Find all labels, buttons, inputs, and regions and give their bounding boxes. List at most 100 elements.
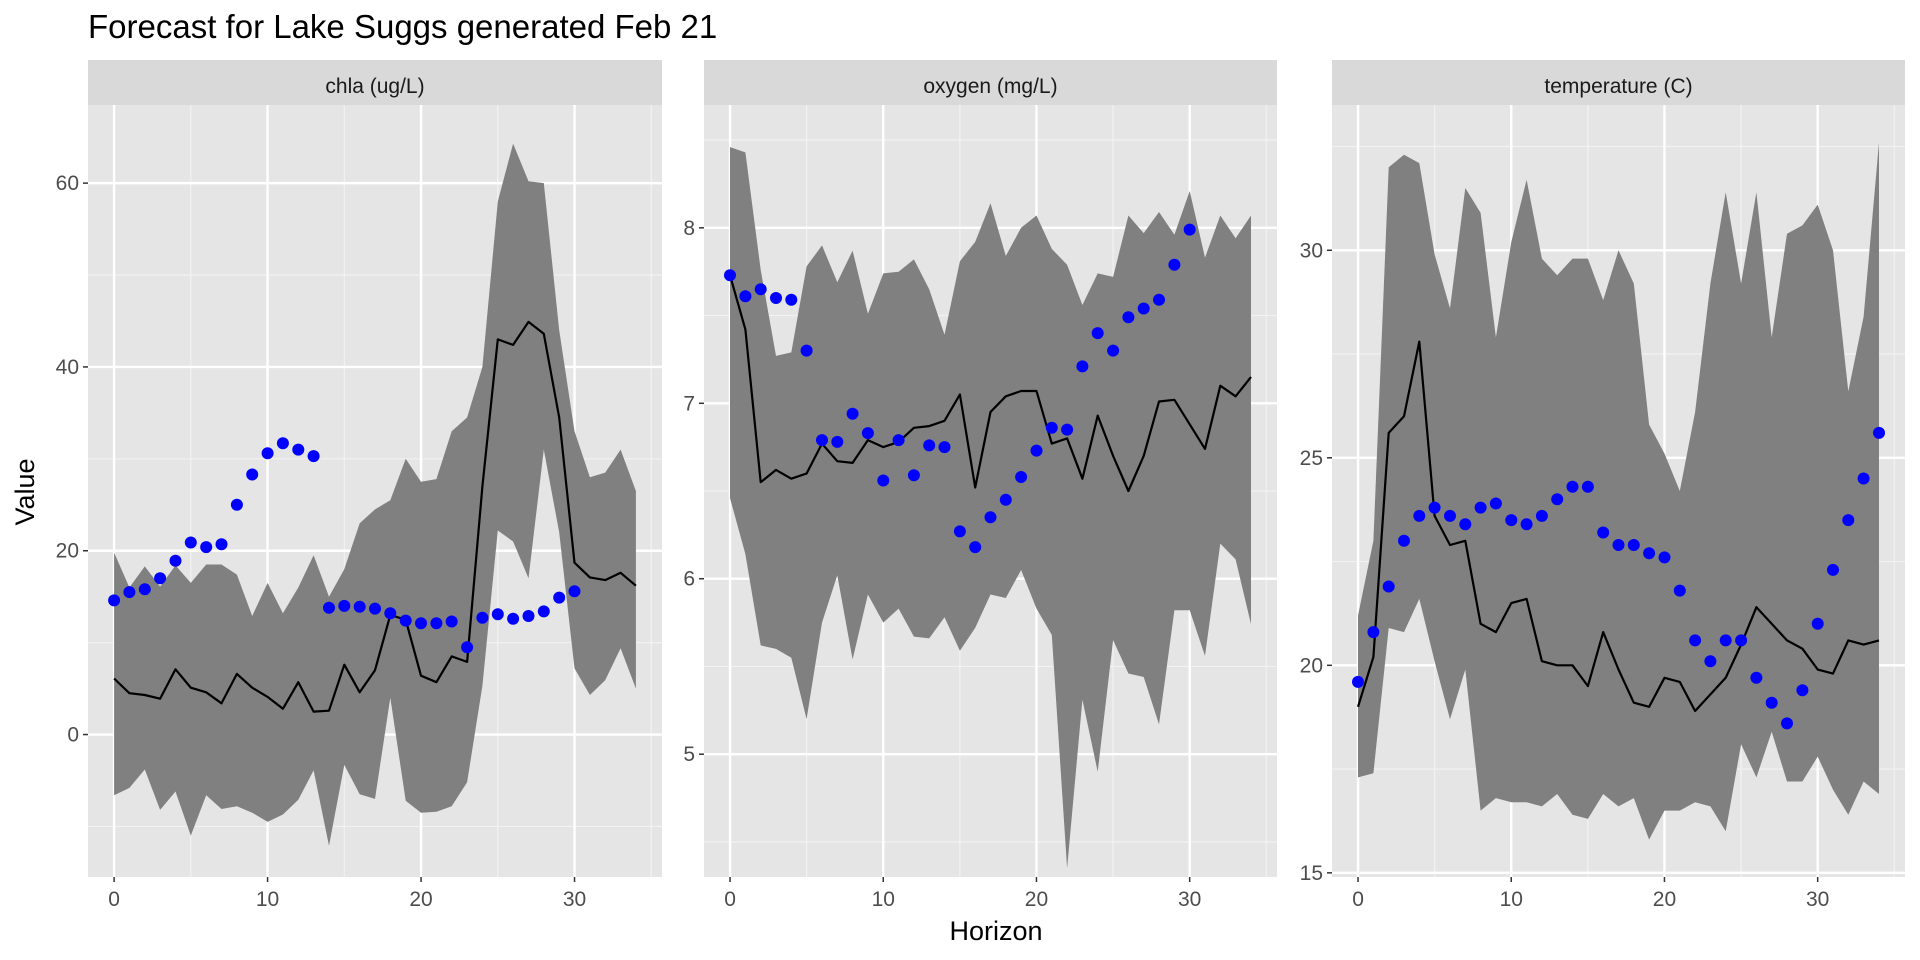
x-tick-label: 0	[108, 888, 120, 911]
y-tick-label: 8	[683, 217, 695, 240]
observed-point	[1045, 421, 1058, 434]
observed-point	[1535, 509, 1548, 522]
observed-point	[1873, 426, 1885, 439]
x-tick-label: 30	[1806, 888, 1829, 911]
observed-point	[1765, 696, 1778, 709]
observed-point	[1505, 514, 1518, 527]
facet-strip	[704, 60, 1277, 105]
observed-point	[1704, 655, 1717, 668]
uncertainty-band	[730, 147, 1251, 869]
x-tick-label: 20	[1025, 888, 1048, 911]
observed-point	[1428, 501, 1441, 514]
observed-point	[1183, 223, 1196, 236]
observed-point	[276, 437, 289, 450]
observed-point	[1597, 526, 1610, 539]
forecast-mean-line	[113, 320, 637, 713]
observed-point	[1827, 563, 1839, 576]
observed-point	[200, 541, 213, 554]
observed-point	[461, 641, 474, 654]
x-tick-label: 10	[256, 888, 279, 911]
observed-point	[831, 435, 844, 448]
observed-point	[1566, 480, 1579, 493]
observed-point	[1076, 360, 1089, 373]
observed-point	[1107, 344, 1120, 357]
observed-point	[953, 525, 966, 538]
observed-point	[491, 608, 504, 621]
observed-point	[1643, 547, 1656, 560]
observed-point	[892, 434, 905, 447]
facet-strip	[88, 60, 662, 105]
observed-point	[861, 427, 874, 440]
observed-point	[1658, 551, 1671, 564]
observed-point	[1796, 684, 1809, 697]
y-tick-label: 5	[683, 743, 695, 766]
facet-strip-label: oxygen (mg/L)	[923, 75, 1057, 98]
x-axis-title: Horizon	[949, 916, 1042, 946]
facet-strip-label: chla (ug/L)	[325, 75, 424, 98]
observed-point	[1689, 634, 1702, 647]
observed-point	[1367, 626, 1380, 639]
observed-point	[1030, 444, 1043, 457]
observed-point	[1413, 509, 1426, 522]
y-tick-label: 15	[1300, 862, 1323, 885]
observed-point	[1627, 539, 1640, 551]
observed-point	[1842, 514, 1855, 527]
observed-point	[739, 290, 752, 303]
observed-point	[1459, 518, 1472, 531]
observed-point	[923, 439, 936, 452]
observed-point	[384, 607, 397, 620]
observed-point	[938, 441, 951, 454]
observed-point	[1489, 497, 1502, 510]
observed-point	[1781, 717, 1793, 730]
observed-point	[338, 599, 351, 612]
observed-point	[1581, 480, 1594, 493]
observed-point	[1352, 675, 1364, 688]
observed-point	[770, 292, 782, 304]
observed-point	[154, 572, 167, 585]
y-tick-label: 25	[1300, 447, 1323, 470]
chart-title: Forecast for Lake Suggs generated Feb 21	[88, 8, 717, 45]
observed-point	[553, 591, 566, 604]
observed-point	[1474, 501, 1487, 514]
facet-2: oxygen (mg/L) 5 6 7 8 0 10 20 30	[683, 60, 1277, 911]
uncertainty-band	[114, 143, 636, 846]
x-tick-label: 0	[724, 888, 736, 911]
observed-point	[1122, 311, 1135, 324]
observed-point	[785, 293, 798, 306]
observed-point	[415, 617, 427, 630]
observed-point	[877, 474, 890, 487]
x-tick-label: 20	[1653, 888, 1676, 911]
x-tick-label: 30	[563, 888, 586, 911]
y-axis-title: Value	[10, 458, 40, 525]
observed-point	[108, 594, 121, 607]
observed-point	[307, 450, 320, 463]
x-tick-label: 0	[1352, 888, 1364, 911]
observed-point	[1673, 584, 1686, 597]
observed-point	[230, 498, 243, 511]
x-tick-label: 10	[872, 888, 895, 911]
observed-point	[369, 602, 381, 615]
observed-point	[399, 614, 412, 627]
observed-point	[1444, 509, 1456, 522]
observed-point	[1735, 634, 1748, 647]
observed-point	[1382, 580, 1395, 593]
observed-point	[1750, 671, 1763, 684]
observed-point	[1811, 617, 1824, 630]
observed-point	[969, 541, 982, 554]
observed-point	[261, 447, 274, 460]
observed-point	[169, 554, 182, 567]
observed-point	[816, 434, 828, 447]
observed-point	[1398, 534, 1410, 547]
observed-point	[999, 493, 1012, 506]
y-tick-label: 30	[1300, 239, 1323, 262]
x-tick-label: 30	[1178, 888, 1201, 911]
observed-point	[138, 583, 151, 596]
observed-point	[1091, 327, 1104, 340]
y-tick-label: 20	[1300, 654, 1323, 677]
observed-point	[353, 600, 366, 613]
forecast-mean-line	[1356, 340, 1880, 713]
y-tick-label: 20	[56, 540, 79, 563]
y-tick-label: 60	[56, 172, 79, 195]
